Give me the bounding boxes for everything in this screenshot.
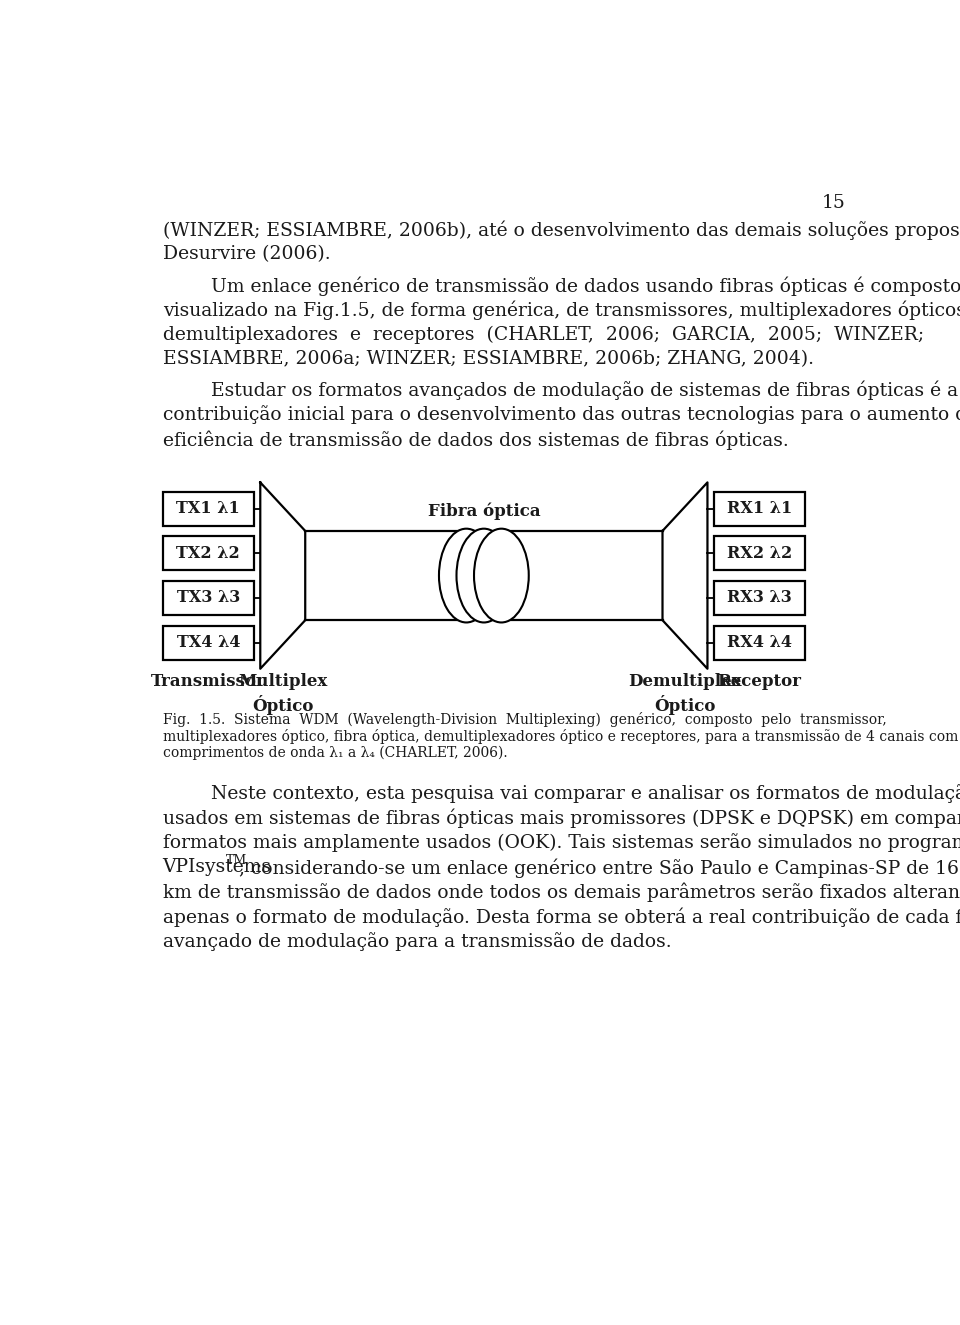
Ellipse shape — [457, 529, 512, 623]
Text: formatos mais amplamente usados (OOK). Tais sistemas serão simulados no programa: formatos mais amplamente usados (OOK). T… — [162, 833, 960, 852]
Text: TX4 λ4: TX4 λ4 — [177, 635, 240, 651]
Bar — [162, 580, 254, 615]
Bar — [713, 492, 805, 526]
Bar — [162, 492, 254, 526]
Bar — [713, 537, 805, 570]
Text: Multiplex
Óptico: Multiplex Óptico — [238, 673, 327, 716]
Text: Demultiplex
Óptico: Demultiplex Óptico — [628, 673, 742, 716]
Text: VPIsystems: VPIsystems — [162, 859, 272, 876]
Bar — [162, 625, 254, 660]
Text: TM: TM — [226, 855, 247, 868]
Text: avançado de modulação para a transmissão de dados.: avançado de modulação para a transmissão… — [162, 931, 671, 951]
Text: , considerando-se um enlace genérico entre São Paulo e Campinas-SP de 160: , considerando-se um enlace genérico ent… — [239, 859, 960, 877]
Text: RX4 λ4: RX4 λ4 — [727, 635, 792, 651]
Text: usados em sistemas de fibras ópticas mais promissores (DPSK e DQPSK) em comparaç: usados em sistemas de fibras ópticas mai… — [162, 808, 960, 828]
Bar — [713, 625, 805, 660]
Text: (WINZER; ESSIAMBRE, 2006b), até o desenvolvimento das demais soluções propostas : (WINZER; ESSIAMBRE, 2006b), até o desenv… — [162, 220, 960, 240]
Text: comprimentos de onda λ₁ a λ₄ (CHARLET, 2006).: comprimentos de onda λ₁ a λ₄ (CHARLET, 2… — [162, 746, 507, 761]
Text: apenas o formato de modulação. Desta forma se obterá a real contribuição de cada: apenas o formato de modulação. Desta for… — [162, 908, 960, 928]
Text: demultiplexadores  e  receptores  (CHARLET,  2006;  GARCIA,  2005;  WINZER;: demultiplexadores e receptores (CHARLET,… — [162, 326, 924, 343]
Text: Transmissor: Transmissor — [151, 673, 266, 690]
Text: Fibra óptica: Fibra óptica — [427, 502, 540, 521]
Text: Neste contexto, esta pesquisa vai comparar e analisar os formatos de modulação: Neste contexto, esta pesquisa vai compar… — [162, 784, 960, 803]
Text: Um enlace genérico de transmissão de dados usando fibras ópticas é composto,: Um enlace genérico de transmissão de dad… — [162, 276, 960, 295]
Text: Receptor: Receptor — [717, 673, 802, 690]
Bar — [162, 537, 254, 570]
Text: RX2 λ2: RX2 λ2 — [727, 545, 792, 562]
Text: TX2 λ2: TX2 λ2 — [177, 545, 240, 562]
Text: Desurvire (2006).: Desurvire (2006). — [162, 245, 330, 264]
Text: Fig.  1.5.  Sistema  WDM  (Wavelength-Division  Multiplexing)  genérico,  compos: Fig. 1.5. Sistema WDM (Wavelength-Divisi… — [162, 712, 886, 727]
Text: ESSIAMBRE, 2006a; WINZER; ESSIAMBRE, 2006b; ZHANG, 2004).: ESSIAMBRE, 2006a; WINZER; ESSIAMBRE, 200… — [162, 350, 814, 368]
Ellipse shape — [439, 529, 493, 623]
Text: RX3 λ3: RX3 λ3 — [727, 590, 792, 607]
Text: multiplexadores óptico, fibra óptica, demultiplexadores óptico e receptores, par: multiplexadores óptico, fibra óptica, de… — [162, 729, 960, 743]
Text: RX1 λ1: RX1 λ1 — [727, 500, 792, 517]
Text: visualizado na Fig.1.5, de forma genérica, de transmissores, multiplexadores ópt: visualizado na Fig.1.5, de forma genéric… — [162, 301, 960, 321]
Text: km de transmissão de dados onde todos os demais parâmetros serão fixados alteran: km de transmissão de dados onde todos os… — [162, 882, 960, 902]
Text: 15: 15 — [822, 193, 845, 212]
Text: Estudar os formatos avançados de modulação de sistemas de fibras ópticas é a: Estudar os formatos avançados de modulaç… — [162, 380, 958, 400]
Text: eficiência de transmissão de dados dos sistemas de fibras ópticas.: eficiência de transmissão de dados dos s… — [162, 431, 788, 449]
Text: TX3 λ3: TX3 λ3 — [177, 590, 240, 607]
Ellipse shape — [474, 529, 529, 623]
Text: contribuição inicial para o desenvolvimento das outras tecnologias para o aument: contribuição inicial para o desenvolvime… — [162, 405, 960, 424]
Text: TX1 λ1: TX1 λ1 — [177, 500, 240, 517]
Bar — [713, 580, 805, 615]
